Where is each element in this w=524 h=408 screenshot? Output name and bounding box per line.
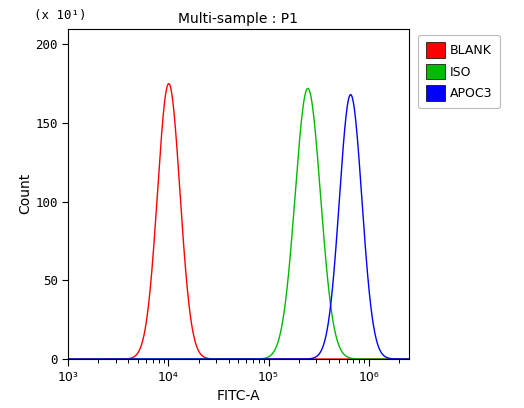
- BLANK: [65, 357, 71, 361]
- APOC3: [362, 246, 368, 251]
- APOC3: [195, 357, 202, 361]
- BLANK: [104, 357, 110, 361]
- ISO: [210, 357, 216, 361]
- Text: (x 10¹): (x 10¹): [34, 9, 86, 22]
- APOC3: [104, 357, 110, 361]
- Y-axis label: Count: Count: [18, 173, 32, 215]
- ISO: [304, 86, 311, 91]
- Line: ISO: ISO: [68, 89, 409, 359]
- Line: BLANK: BLANK: [68, 84, 409, 359]
- BLANK: [166, 81, 172, 86]
- APOC3: [347, 92, 354, 97]
- X-axis label: FITC-A: FITC-A: [216, 389, 260, 404]
- BLANK: [406, 357, 412, 361]
- BLANK: [124, 356, 130, 361]
- APOC3: [65, 357, 71, 361]
- BLANK: [195, 349, 202, 354]
- APOC3: [210, 357, 216, 361]
- Title: Multi-sample : P1: Multi-sample : P1: [178, 12, 299, 26]
- Legend: BLANK, ISO, APOC3: BLANK, ISO, APOC3: [418, 35, 499, 108]
- Line: APOC3: APOC3: [68, 95, 409, 359]
- ISO: [104, 357, 110, 361]
- ISO: [195, 357, 202, 361]
- ISO: [406, 357, 412, 361]
- ISO: [124, 357, 130, 361]
- BLANK: [399, 357, 405, 361]
- APOC3: [406, 357, 412, 361]
- ISO: [399, 357, 405, 361]
- ISO: [65, 357, 71, 361]
- BLANK: [211, 357, 217, 361]
- APOC3: [124, 357, 130, 361]
- ISO: [362, 357, 368, 361]
- BLANK: [362, 357, 368, 361]
- APOC3: [399, 357, 405, 361]
